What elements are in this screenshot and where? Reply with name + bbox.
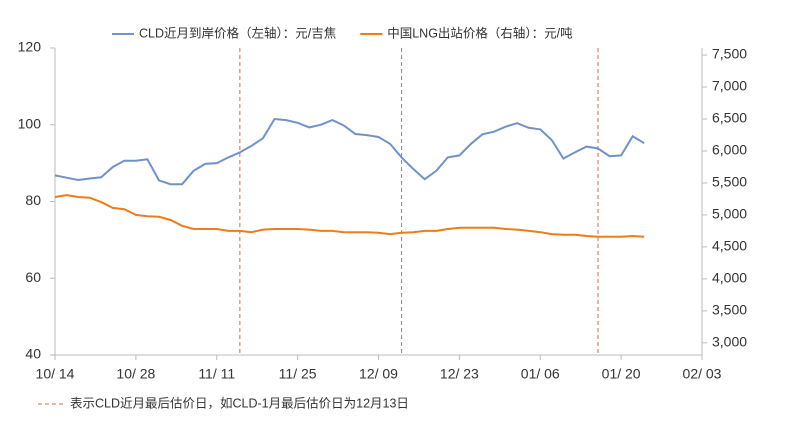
legend-label: 中国LNG出站价格（右轴）：元/吨 (387, 25, 573, 40)
x-tick-label: 12/ 09 (359, 366, 398, 382)
y2-tick-label: 7,000 (712, 78, 747, 94)
x-tick-label: 02/ 03 (683, 366, 722, 382)
marker-note: 表示CLD近月最后估价日，如CLD-1月最后估价日为12月13日 (70, 395, 409, 410)
y2-tick-label: 5,000 (712, 206, 747, 222)
y2-tick-label: 7,500 (712, 46, 747, 62)
y2-tick-label: 6,500 (712, 110, 747, 126)
y-tick-label: 80 (25, 192, 41, 208)
y-tick-label: 120 (18, 39, 42, 55)
series-line (54, 117, 645, 186)
x-tick-label: 01/ 06 (521, 366, 560, 382)
x-tick-label: 01/ 20 (602, 366, 641, 382)
legend-label: CLD近月到岸价格（左轴）：元/吉焦 (139, 25, 336, 40)
y2-tick-label: 3,000 (712, 334, 747, 350)
y2-tick-label: 3,500 (712, 302, 747, 318)
y-tick-label: 40 (25, 346, 41, 362)
y2-tick-label: 5,500 (712, 174, 747, 190)
y-tick-label: 60 (25, 269, 41, 285)
x-tick-label: 12/ 23 (440, 366, 479, 382)
y2-tick-label: 6,000 (712, 142, 747, 158)
y2-tick-label: 4,000 (712, 270, 747, 286)
x-tick-label: 11/ 11 (198, 366, 235, 382)
x-tick-label: 10/ 14 (36, 366, 75, 382)
y2-tick-label: 4,500 (712, 238, 747, 254)
series-line (54, 194, 645, 238)
x-tick-label: 10/ 28 (116, 366, 155, 382)
x-tick-label: 11/ 25 (279, 366, 317, 382)
y-tick-label: 100 (18, 115, 42, 131)
